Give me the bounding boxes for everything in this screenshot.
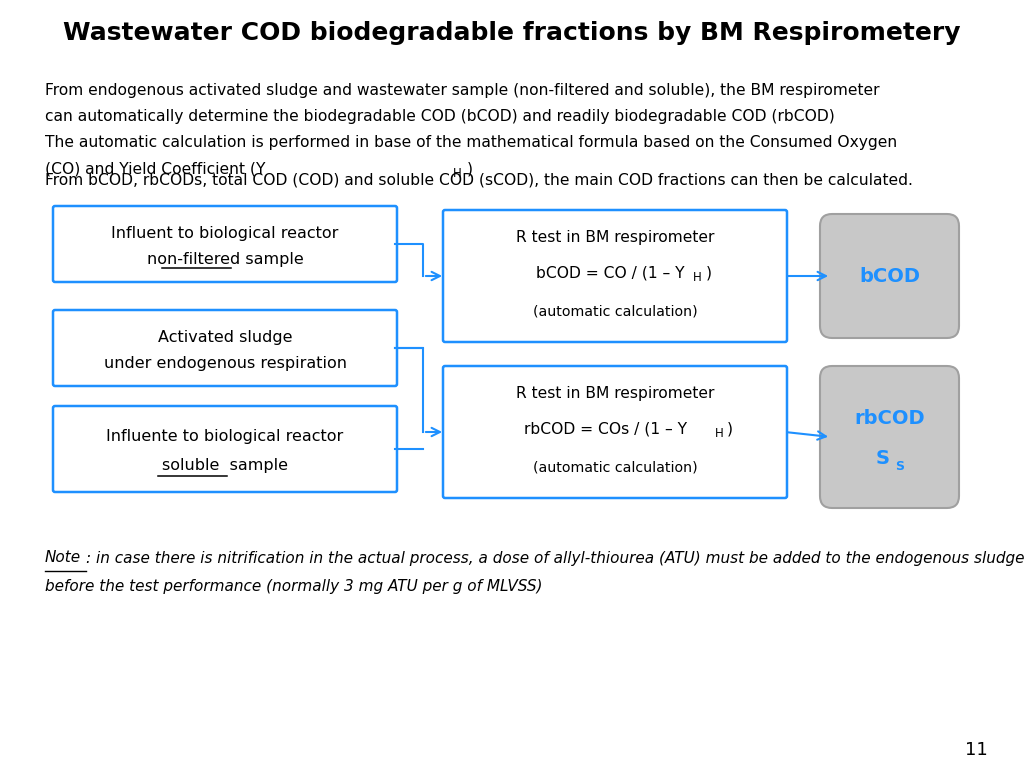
Text: (automatic calculation): (automatic calculation) xyxy=(532,461,697,475)
FancyBboxPatch shape xyxy=(820,366,959,508)
Text: (automatic calculation): (automatic calculation) xyxy=(532,305,697,319)
Text: can automatically determine the biodegradable COD (bCOD) and readily biodegradab: can automatically determine the biodegra… xyxy=(45,109,835,124)
Text: ): ) xyxy=(727,422,733,437)
FancyBboxPatch shape xyxy=(443,366,787,498)
FancyBboxPatch shape xyxy=(820,214,959,338)
Text: S: S xyxy=(895,460,904,473)
Text: soluble  sample: soluble sample xyxy=(162,458,288,473)
Text: Activated sludge: Activated sludge xyxy=(158,329,292,345)
Text: bCOD: bCOD xyxy=(859,266,920,286)
Text: before the test performance (normally 3 mg ATU per g of MLVSS): before the test performance (normally 3 … xyxy=(45,578,543,594)
Text: Influente to biological reactor: Influente to biological reactor xyxy=(106,429,344,444)
Text: H: H xyxy=(453,167,462,180)
Text: From bCOD, rbCODs, total COD (COD) and soluble COD (sCOD), the main COD fraction: From bCOD, rbCODs, total COD (COD) and s… xyxy=(45,173,912,187)
Text: H: H xyxy=(693,271,701,284)
Text: ): ) xyxy=(706,266,712,281)
Text: bCOD = CO / (1 – Y: bCOD = CO / (1 – Y xyxy=(536,266,684,281)
Text: non-filtered sample: non-filtered sample xyxy=(146,253,303,267)
Text: Wastewater COD biodegradable fractions by BM Respirometery: Wastewater COD biodegradable fractions b… xyxy=(63,21,961,45)
Text: Note: Note xyxy=(45,551,81,565)
Text: The automatic calculation is performed in base of the mathematical formula based: The automatic calculation is performed i… xyxy=(45,135,897,151)
FancyBboxPatch shape xyxy=(53,406,397,492)
Text: H: H xyxy=(715,428,723,440)
Text: rbCOD = COs / (1 – Y: rbCOD = COs / (1 – Y xyxy=(523,422,686,437)
Text: under endogenous respiration: under endogenous respiration xyxy=(103,356,346,372)
Text: : in case there is nitrification in the actual process, a dose of allyl-thiourea: : in case there is nitrification in the … xyxy=(86,551,1024,565)
Text: (CO) and Yield Coefficient (Y: (CO) and Yield Coefficient (Y xyxy=(45,162,265,177)
Text: rbCOD: rbCOD xyxy=(854,409,925,428)
Text: ): ) xyxy=(467,162,473,177)
FancyBboxPatch shape xyxy=(53,206,397,282)
Text: R test in BM respirometer: R test in BM respirometer xyxy=(516,230,714,245)
Text: 11: 11 xyxy=(966,741,988,759)
Text: S: S xyxy=(876,449,890,468)
FancyBboxPatch shape xyxy=(53,310,397,386)
FancyBboxPatch shape xyxy=(443,210,787,342)
Text: R test in BM respirometer: R test in BM respirometer xyxy=(516,386,714,401)
Text: Influent to biological reactor: Influent to biological reactor xyxy=(112,226,339,240)
Text: From endogenous activated sludge and wastewater sample (non-filtered and soluble: From endogenous activated sludge and was… xyxy=(45,82,880,98)
